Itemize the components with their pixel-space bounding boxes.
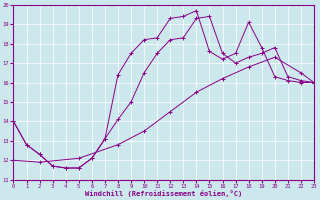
X-axis label: Windchill (Refroidissement éolien,°C): Windchill (Refroidissement éolien,°C) (85, 190, 242, 197)
